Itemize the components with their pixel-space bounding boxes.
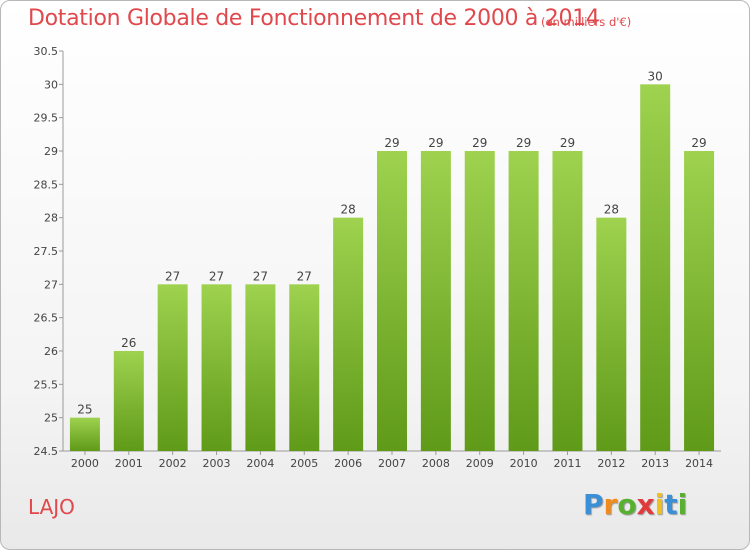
x-tick-label-2008: 2008 — [422, 457, 450, 470]
data-label-2011: 29 — [560, 136, 575, 150]
x-tick-label-2014: 2014 — [685, 457, 713, 470]
x-tick-label-2002: 2002 — [159, 457, 187, 470]
logo-letter: x — [636, 488, 655, 521]
data-label-2004: 27 — [253, 269, 268, 283]
commune-name: LAJO — [28, 495, 75, 519]
x-tick-label-2006: 2006 — [334, 457, 362, 470]
x-tick-label-2003: 2003 — [203, 457, 231, 470]
y-tick-label: 30 — [44, 78, 58, 91]
y-axis-ticks: 24.5 25 25.5 26 26.5 27 27.5 28 28.5 29 29.5 30 30.5 — [34, 45, 63, 458]
bar-2008 — [420, 151, 451, 451]
x-tick-label-2010: 2010 — [510, 457, 538, 470]
data-label-2002: 27 — [165, 269, 180, 283]
y-tick-label: 29 — [44, 145, 58, 158]
chart-subtitle: (en milliers d'€) — [541, 15, 632, 29]
data-label-2013: 30 — [648, 69, 663, 83]
y-tick-label: 28.5 — [34, 178, 59, 191]
bar-2013 — [640, 84, 671, 451]
proxiti-logo: Proxiti — [583, 488, 687, 521]
logo-letter: o — [617, 488, 637, 521]
x-tick-label-2012: 2012 — [597, 457, 625, 470]
bar-2001 — [113, 351, 144, 451]
x-tick-label-2000: 2000 — [71, 457, 99, 470]
y-tick-label: 25 — [44, 412, 58, 425]
data-label-2012: 28 — [604, 203, 619, 217]
x-tick-label-2005: 2005 — [290, 457, 318, 470]
x-tick-label-2004: 2004 — [246, 457, 274, 470]
logo-letter: r — [603, 488, 618, 521]
x-tick-label-2011: 2011 — [553, 457, 581, 470]
x-tick-label-2009: 2009 — [466, 457, 494, 470]
y-tick-label: 26.5 — [34, 312, 59, 325]
bar-2004 — [245, 284, 276, 451]
data-label-2003: 27 — [209, 269, 224, 283]
logo-letter: t — [664, 488, 678, 521]
y-tick-label: 28 — [44, 212, 58, 225]
bar-2000 — [69, 417, 100, 451]
data-label-2009: 29 — [472, 136, 487, 150]
bar-2011 — [552, 151, 583, 451]
chart-title: Dotation Globale de Fonctionnement de 20… — [28, 6, 600, 31]
data-label-2006: 28 — [340, 203, 355, 217]
bar-2006 — [333, 217, 364, 451]
bar-2005 — [289, 284, 320, 451]
chart-bars — [69, 84, 715, 451]
data-label-2000: 25 — [77, 403, 92, 417]
x-tick-label-2013: 2013 — [641, 457, 669, 470]
logo-letter: i — [677, 488, 688, 521]
x-tick-label-2007: 2007 — [378, 457, 406, 470]
y-tick-label: 26 — [44, 345, 58, 358]
data-label-2008: 29 — [428, 136, 443, 150]
logo-letter: i — [654, 488, 665, 521]
bar-2014 — [684, 151, 715, 451]
y-tick-label: 29.5 — [34, 112, 59, 125]
bar-2002 — [157, 284, 188, 451]
x-axis-ticks: 2000 2001 2002 2003 2004 2005 2006 2007 2008 2009… — [71, 451, 713, 470]
data-labels: 25 26 27 27 27 27 28 29 29 29 29 29 28 30 29 — [77, 69, 706, 416]
logo-letter: P — [583, 488, 604, 521]
data-label-2005: 27 — [297, 269, 312, 283]
y-tick-label: 30.5 — [34, 45, 59, 58]
bar-2009 — [464, 151, 495, 451]
data-label-2001: 26 — [121, 336, 136, 350]
y-tick-label: 25.5 — [34, 378, 59, 391]
bar-2007 — [377, 151, 407, 451]
x-tick-label-2001: 2001 — [115, 457, 143, 470]
bar-2012 — [596, 217, 627, 451]
data-label-2014: 29 — [691, 136, 706, 150]
data-label-2007: 29 — [384, 136, 399, 150]
y-tick-label: 27.5 — [34, 245, 59, 258]
data-label-2010: 29 — [516, 136, 531, 150]
y-tick-label: 27 — [44, 278, 58, 291]
bar-2010 — [508, 151, 539, 451]
y-tick-label: 24.5 — [34, 445, 59, 458]
bar-2003 — [201, 284, 232, 451]
